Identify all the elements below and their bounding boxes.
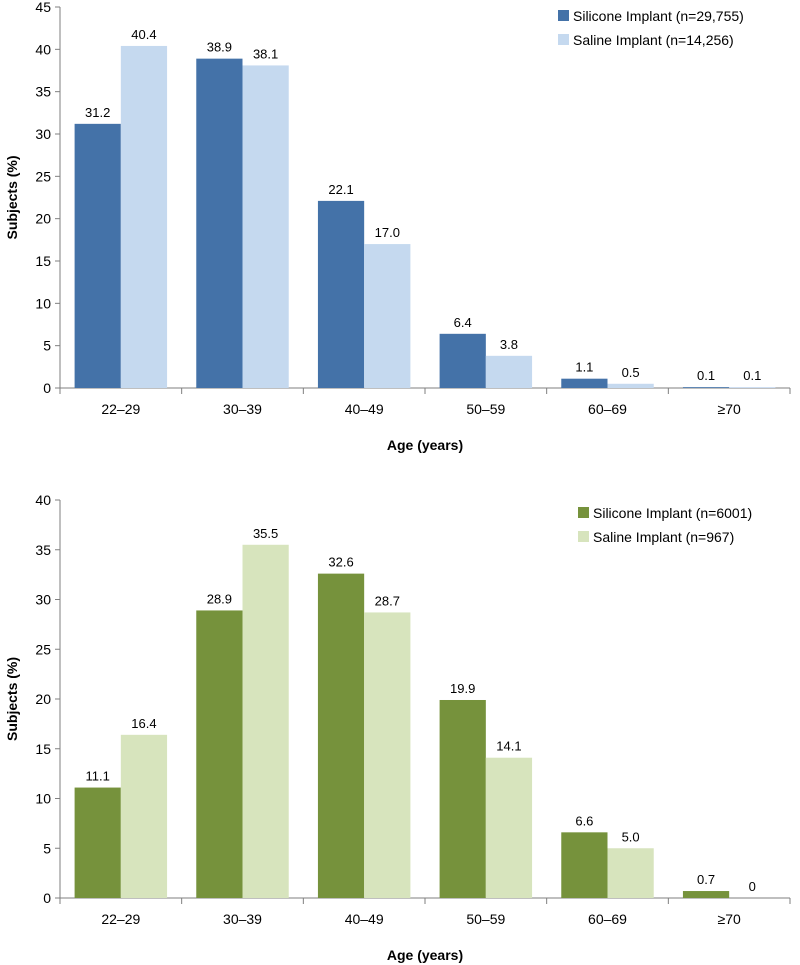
c0-x-tick-label-0: 22–29 bbox=[101, 401, 140, 417]
c0-y-tick-label-0: 0 bbox=[43, 380, 51, 396]
c0-data-label-s0-5: 0.1 bbox=[697, 368, 715, 383]
c0-bar-s1-0 bbox=[120, 45, 168, 389]
c0-bar-s0-4 bbox=[561, 378, 608, 388]
c0-y-tick-label-10: 10 bbox=[35, 295, 51, 311]
c1-data-label-s0-0: 11.1 bbox=[86, 769, 110, 784]
c1-y-tick-label-30: 30 bbox=[35, 592, 51, 608]
c0-bar-s0-3 bbox=[439, 333, 486, 388]
c0-x-tick-label-1: 30–39 bbox=[223, 401, 262, 417]
c0-legend-swatch-0 bbox=[558, 10, 569, 21]
c1-x-tick-label-5: ≥70 bbox=[718, 911, 741, 927]
c1-x-axis-title: Age (years) bbox=[387, 947, 463, 963]
c0-data-label-s0-3: 6.4 bbox=[454, 315, 472, 330]
c0-bar-s0-1 bbox=[196, 58, 243, 388]
c1-y-tick-label-35: 35 bbox=[35, 542, 51, 558]
c1-bar-s0-3 bbox=[439, 699, 486, 898]
c1-y-tick-label-5: 5 bbox=[43, 840, 51, 856]
c1-x-tick-label-1: 30–39 bbox=[223, 911, 262, 927]
c0-data-label-s1-0: 40.4 bbox=[131, 27, 156, 42]
c0-data-label-s0-0: 31.2 bbox=[85, 105, 110, 120]
c1-legend-swatch-1 bbox=[578, 531, 589, 542]
c0-x-tick-label-3: 50–59 bbox=[466, 401, 505, 417]
c1-bar-s0-2 bbox=[317, 573, 365, 898]
chart-top: 0 5 10 15 20 25 30 35 40 45 22–29 31.2 40.4 30–39 38.9… bbox=[4, 0, 791, 453]
c0-data-label-s1-2: 17.0 bbox=[375, 225, 400, 240]
c1-data-label-s1-2: 28.7 bbox=[375, 593, 400, 608]
c1-y-tick-label-0: 0 bbox=[43, 890, 51, 906]
c0-bar-s0-2 bbox=[317, 200, 365, 388]
c1-y-tick-label-25: 25 bbox=[35, 641, 51, 657]
c1-legend-swatch-0 bbox=[578, 507, 589, 518]
c1-bar-s0-0 bbox=[74, 787, 121, 898]
c1-data-label-s0-3: 19.9 bbox=[450, 681, 475, 696]
c1-data-label-s0-5: 0.7 bbox=[697, 872, 715, 887]
c1-bar-s1-2 bbox=[364, 612, 411, 898]
c1-x-tick-label-2: 40–49 bbox=[345, 911, 384, 927]
c0-y-tick-label-5: 5 bbox=[43, 338, 51, 354]
c1-legend-label-0: Silicone Implant (n=6001) bbox=[593, 505, 752, 521]
c1-bar-s1-4 bbox=[607, 848, 654, 898]
c1-data-label-s1-4: 5.0 bbox=[622, 829, 640, 844]
c1-y-tick-label-20: 20 bbox=[35, 691, 51, 707]
c1-data-label-s1-3: 14.1 bbox=[496, 739, 521, 754]
c0-data-label-s0-4: 1.1 bbox=[575, 360, 593, 375]
c0-legend-label-1: Saline Implant (n=14,256) bbox=[573, 32, 734, 48]
c0-x-axis-title: Age (years) bbox=[387, 437, 463, 453]
c1-data-label-s0-2: 32.6 bbox=[328, 555, 353, 570]
c0-bar-s0-5 bbox=[682, 387, 730, 388]
chart-bottom: 0 5 10 15 20 25 30 35 40 22–29 11.1 16.4 30–39 28.9 35… bbox=[4, 492, 791, 963]
c0-bar-s1-3 bbox=[485, 355, 533, 388]
c1-data-label-s0-4: 6.6 bbox=[575, 813, 593, 828]
c0-bar-s1-5 bbox=[729, 387, 776, 388]
c0-x-tick-label-2: 40–49 bbox=[345, 401, 384, 417]
c0-data-label-s1-3: 3.8 bbox=[500, 337, 518, 352]
c1-x-tick-label-3: 50–59 bbox=[466, 911, 505, 927]
c0-bar-s0-0 bbox=[74, 123, 121, 388]
c0-y-tick-label-35: 35 bbox=[35, 84, 51, 100]
c0-y-tick-label-20: 20 bbox=[35, 211, 51, 227]
c1-bar-s1-1 bbox=[242, 544, 289, 898]
c1-bar-s1-0 bbox=[120, 734, 168, 898]
c0-data-label-s0-1: 38.9 bbox=[207, 40, 232, 55]
c0-y-tick-label-15: 15 bbox=[35, 253, 51, 269]
c0-data-label-s0-2: 22.1 bbox=[328, 182, 353, 197]
c1-legend-label-1: Saline Implant (n=967) bbox=[593, 529, 734, 545]
c0-bar-s1-4 bbox=[607, 383, 654, 388]
c1-bar-s0-5 bbox=[682, 891, 730, 898]
c0-bar-s1-2 bbox=[364, 244, 411, 388]
c1-y-tick-label-40: 40 bbox=[35, 492, 51, 508]
c1-x-tick-label-4: 60–69 bbox=[588, 911, 627, 927]
c1-data-label-s1-5: 0 bbox=[749, 879, 756, 894]
c1-y-axis-title: Subjects (%) bbox=[4, 657, 20, 741]
c0-legend-label-0: Silicone Implant (n=29,755) bbox=[573, 8, 744, 24]
c1-bar-s0-1 bbox=[196, 610, 243, 898]
c0-bar-s1-1 bbox=[242, 65, 289, 389]
c1-x-tick-label-0: 22–29 bbox=[101, 911, 140, 927]
c0-x-tick-label-4: 60–69 bbox=[588, 401, 627, 417]
c0-y-tick-label-45: 45 bbox=[35, 0, 51, 15]
c0-x-tick-label-5: ≥70 bbox=[718, 401, 741, 417]
c0-y-tick-label-30: 30 bbox=[35, 126, 51, 142]
c1-y-tick-label-10: 10 bbox=[35, 791, 51, 807]
c1-y-tick-label-15: 15 bbox=[35, 741, 51, 757]
c0-data-label-s1-1: 38.1 bbox=[253, 46, 278, 61]
c1-bar-s1-3 bbox=[485, 757, 533, 898]
c0-y-tick-label-25: 25 bbox=[35, 168, 51, 184]
c0-data-label-s1-4: 0.5 bbox=[622, 365, 640, 380]
c1-bar-s0-4 bbox=[561, 832, 608, 898]
c0-legend-swatch-1 bbox=[558, 34, 569, 45]
c1-data-label-s1-0: 16.4 bbox=[131, 716, 156, 731]
c1-data-label-s1-1: 35.5 bbox=[253, 526, 278, 541]
c0-y-axis-title: Subjects (%) bbox=[4, 155, 20, 239]
c0-y-tick-label-40: 40 bbox=[35, 41, 51, 57]
c0-data-label-s1-5: 0.1 bbox=[743, 368, 761, 383]
c1-data-label-s0-1: 28.9 bbox=[207, 591, 232, 606]
